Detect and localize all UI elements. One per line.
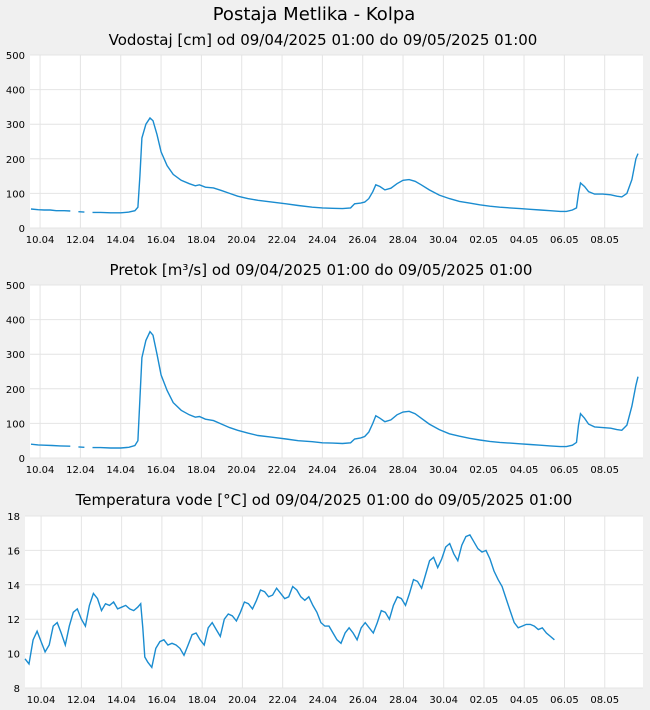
x-tick-label: 10.04 [26, 235, 55, 246]
x-tick-label: 26.04 [348, 465, 377, 476]
x-tick-label: 30.04 [429, 695, 458, 706]
x-tick-label: 02.05 [469, 465, 498, 476]
x-tick-label: 06.05 [550, 695, 579, 706]
y-tick-label: 8 [14, 684, 20, 695]
y-tick-label: 12 [7, 615, 20, 626]
chart-title: Temperatura vode [°C] od 09/04/2025 01:0… [75, 491, 573, 509]
x-tick-label: 28.04 [389, 465, 418, 476]
x-tick-label: 12.04 [66, 465, 95, 476]
series-line [24, 534, 555, 670]
x-tick-label: 18.04 [187, 465, 216, 476]
x-tick-label: 04.05 [510, 465, 539, 476]
x-tick-label: 02.05 [469, 235, 498, 246]
x-tick-label: 22.04 [268, 695, 297, 706]
x-tick-label: 30.04 [429, 235, 458, 246]
y-tick-label: 100 [6, 419, 25, 430]
series-line [30, 443, 71, 447]
page-title: Postaja Metlika - Kolpa [213, 4, 416, 25]
y-tick-label: 400 [6, 86, 25, 97]
y-tick-label: 0 [19, 454, 25, 465]
x-tick-label: 06.05 [550, 465, 579, 476]
x-tick-label: 24.04 [308, 465, 337, 476]
x-tick-label: 18.04 [188, 695, 217, 706]
x-tick-label: 22.04 [268, 465, 297, 476]
x-tick-label: 16.04 [147, 235, 176, 246]
x-tick-label: 14.04 [107, 695, 136, 706]
x-tick-label: 30.04 [429, 465, 458, 476]
x-tick-label: 22.04 [268, 235, 297, 246]
x-tick-label: 06.05 [550, 235, 579, 246]
x-tick-label: 14.04 [106, 235, 135, 246]
chart-vodostaj: Vodostaj [cm] od 09/04/2025 01:00 do 09/… [6, 31, 643, 246]
x-tick-label: 14.04 [106, 465, 135, 476]
series-line [92, 116, 639, 214]
y-tick-label: 14 [7, 581, 20, 592]
x-tick-label: 24.04 [309, 695, 338, 706]
x-tick-label: 12.04 [66, 235, 95, 246]
y-tick-label: 200 [6, 385, 25, 396]
y-tick-label: 16 [7, 546, 20, 557]
y-tick-label: 500 [6, 51, 25, 62]
series-line [92, 330, 639, 449]
plot-area [25, 516, 643, 688]
y-tick-label: 18 [7, 512, 20, 523]
y-tick-label: 100 [6, 189, 25, 200]
series-line [30, 208, 71, 212]
x-tick-label: 16.04 [147, 465, 176, 476]
x-tick-label: 20.04 [227, 235, 256, 246]
y-tick-label: 10 [7, 650, 20, 661]
x-tick-label: 20.04 [227, 465, 256, 476]
x-tick-label: 26.04 [349, 695, 378, 706]
y-tick-label: 500 [6, 281, 25, 292]
chart-title: Vodostaj [cm] od 09/04/2025 01:00 do 09/… [109, 31, 538, 49]
y-tick-label: 0 [19, 224, 25, 235]
plot-area [30, 55, 643, 228]
chart-pretok: Pretok [m³/s] od 09/04/2025 01:00 do 09/… [6, 261, 643, 476]
y-tick-label: 400 [6, 316, 25, 327]
chart-temperatura: Temperatura vode [°C] od 09/04/2025 01:0… [7, 491, 643, 706]
y-tick-label: 200 [6, 155, 25, 166]
plot-area [30, 285, 643, 458]
x-tick-label: 08.05 [590, 465, 619, 476]
x-tick-label: 26.04 [348, 235, 377, 246]
chart-title: Pretok [m³/s] od 09/04/2025 01:00 do 09/… [110, 261, 533, 279]
x-tick-label: 08.05 [590, 695, 619, 706]
x-tick-label: 28.04 [389, 695, 418, 706]
x-tick-label: 08.05 [590, 235, 619, 246]
y-tick-label: 300 [6, 120, 25, 131]
x-tick-label: 04.05 [510, 695, 539, 706]
y-tick-label: 300 [6, 350, 25, 361]
x-tick-label: 24.04 [308, 235, 337, 246]
x-tick-label: 12.04 [67, 695, 96, 706]
x-tick-label: 16.04 [148, 695, 177, 706]
x-tick-label: 02.05 [470, 695, 499, 706]
x-tick-label: 10.04 [26, 465, 55, 476]
x-tick-label: 20.04 [228, 695, 257, 706]
x-tick-label: 04.05 [510, 235, 539, 246]
x-tick-label: 18.04 [187, 235, 216, 246]
x-tick-label: 28.04 [389, 235, 418, 246]
x-tick-label: 10.04 [27, 695, 56, 706]
